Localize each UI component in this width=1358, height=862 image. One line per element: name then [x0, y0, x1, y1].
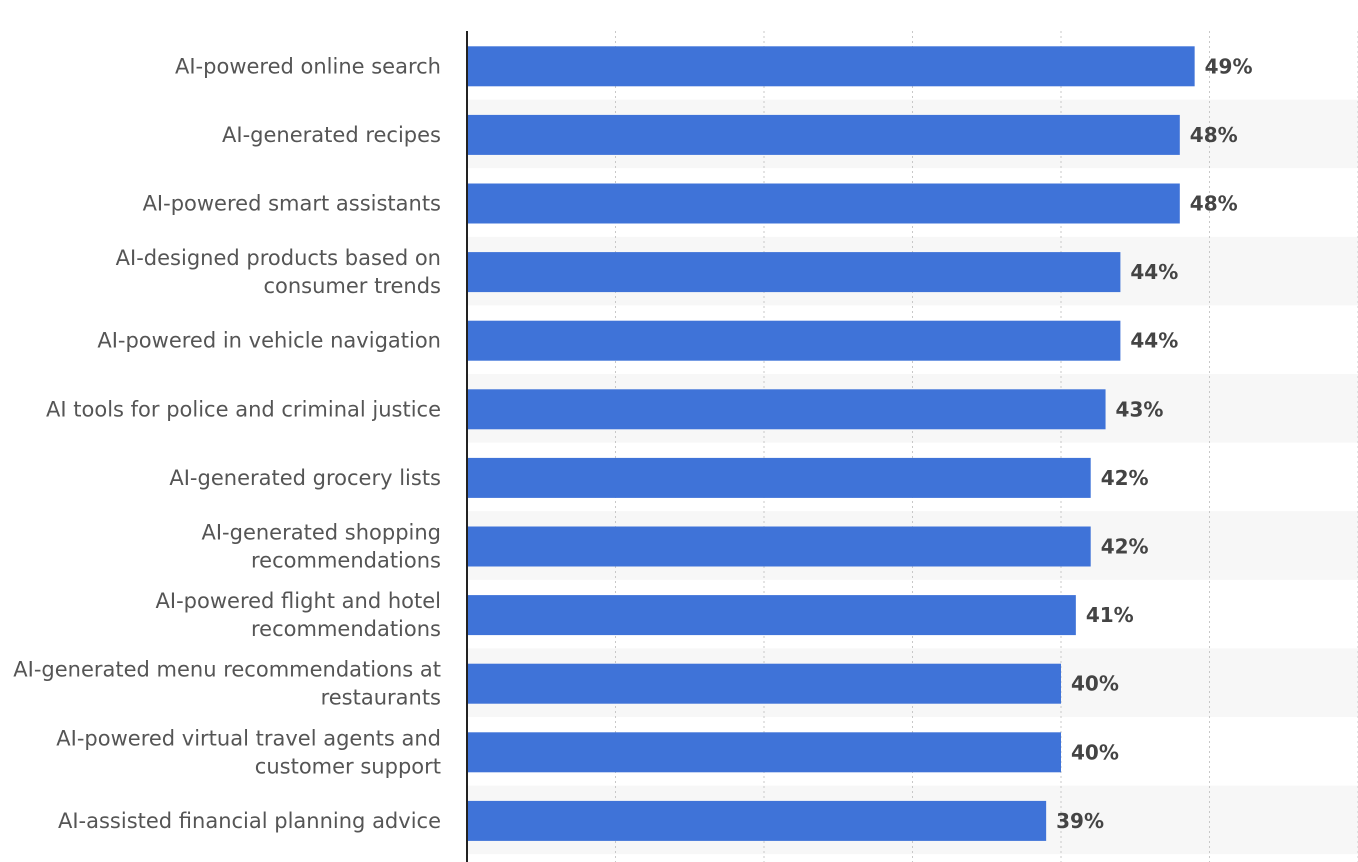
value-label: 49% — [1205, 54, 1253, 78]
category-label: AI-generated grocery lists — [169, 466, 441, 490]
category-label-line: recommendations — [251, 617, 441, 641]
value-label: 44% — [1130, 329, 1178, 353]
value-label: 39% — [1056, 809, 1104, 833]
bar — [467, 389, 1106, 430]
value-label: 48% — [1190, 192, 1238, 216]
category-label: AI-generated recipes — [222, 123, 441, 147]
bars — [467, 46, 1195, 841]
category-label-line: AI-powered in vehicle navigation — [97, 329, 441, 353]
category-label: AI-assisted financial planning advice — [58, 809, 441, 833]
category-label-line: AI-powered flight and hotel — [156, 589, 441, 613]
category-label: AI tools for police and criminal justice — [46, 397, 441, 421]
category-label-line: AI-designed products based on — [116, 246, 441, 270]
category-label-line: AI-powered smart assistants — [143, 192, 441, 216]
value-label: 42% — [1101, 466, 1149, 490]
category-label: AI-powered in vehicle navigation — [97, 329, 441, 353]
bar — [467, 595, 1076, 636]
category-label: AI-generated menu recommendations at rest… — [13, 658, 441, 710]
category-label-line: restaurants — [321, 686, 441, 710]
category-label: AI-generated shopping recommendations — [201, 521, 441, 573]
value-label: 48% — [1190, 123, 1238, 147]
bar — [467, 320, 1121, 361]
bar — [467, 732, 1061, 773]
value-label: 40% — [1071, 672, 1119, 696]
category-label: AI-powered flight and hotel recommendatio… — [156, 589, 441, 641]
value-label: 44% — [1130, 260, 1178, 284]
bar — [467, 663, 1061, 704]
category-label: AI-powered smart assistants — [143, 192, 441, 216]
bar — [467, 114, 1180, 155]
category-label-line: AI-powered virtual travel agents and — [56, 726, 441, 750]
category-label-line: customer support — [255, 754, 441, 778]
category-label: AI-powered virtual travel agents and cust… — [56, 726, 441, 778]
category-label-line: AI tools for police and criminal justice — [46, 397, 441, 421]
category-label-line: AI-generated shopping — [201, 521, 441, 545]
value-label: 42% — [1101, 535, 1149, 559]
value-labels: 49% 48% 48% 44% 44% 43% 42% 42% 41% 40% 40% 39% — [1056, 54, 1252, 833]
bar — [467, 526, 1091, 567]
category-label-line: consumer trends — [263, 274, 441, 298]
category-label: AI-powered online search — [175, 54, 441, 78]
category-label-line: AI-generated menu recommendations at — [13, 658, 441, 682]
bar — [467, 457, 1091, 498]
category-label-line: AI-assisted financial planning advice — [58, 809, 441, 833]
bar — [467, 800, 1047, 841]
grid-lines — [615, 31, 1358, 862]
value-label: 43% — [1116, 397, 1164, 421]
category-label-line: recommendations — [251, 549, 441, 573]
category-label-line: AI-powered online search — [175, 54, 441, 78]
bar — [467, 183, 1180, 224]
bar — [467, 46, 1195, 87]
bar — [467, 252, 1121, 293]
category-label-line: AI-generated recipes — [222, 123, 441, 147]
value-label: 41% — [1086, 603, 1134, 627]
value-label: 40% — [1071, 740, 1119, 764]
category-label-line: AI-generated grocery lists — [169, 466, 441, 490]
category-label: AI-designed products based on consumer tr… — [116, 246, 441, 298]
category-labels: AI-powered online search AI-generated rec… — [13, 54, 441, 833]
